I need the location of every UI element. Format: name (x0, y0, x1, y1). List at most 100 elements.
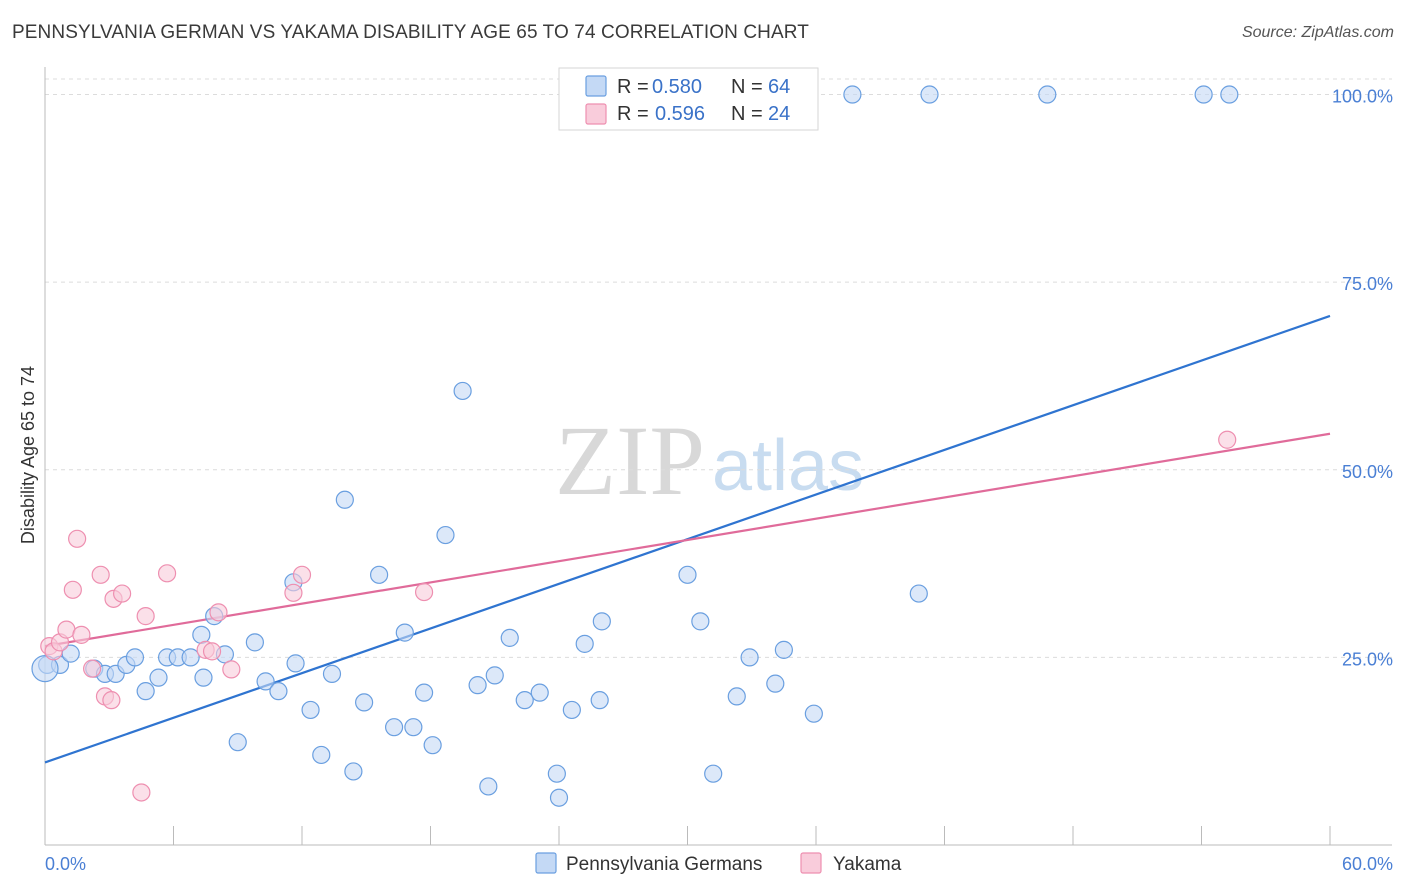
legend-r-value-2: 0.596 (655, 103, 705, 125)
pa-german-point-12 (181, 648, 200, 667)
y-tick-label-50: 50.0% (1342, 462, 1393, 482)
data-points (31, 85, 1239, 807)
yakama-point-22 (414, 582, 434, 602)
legend-n-label-1: N = (731, 76, 763, 98)
pa-german-point-57 (843, 85, 862, 104)
pa-german-point-63 (31, 655, 59, 683)
pa-german-point-32 (404, 718, 423, 737)
yakama-point-12 (112, 584, 132, 603)
pa-german-point-52 (727, 687, 746, 706)
yakama-point-6 (72, 625, 91, 644)
watermark-zip: ZIP (555, 405, 705, 516)
yakama-point-20 (284, 583, 303, 602)
pa-german-point-26 (335, 490, 354, 509)
x-tick-label-min: 0.0% (45, 854, 86, 874)
pa-german-point-50 (691, 612, 710, 631)
gridlines (45, 78, 1392, 658)
legend-swatch-blue (585, 75, 607, 97)
pa-german-point-14 (194, 668, 213, 687)
pa-german-point-56 (804, 704, 823, 723)
pa-german-point-53 (740, 648, 759, 667)
y-axis-label: Disability Age 65 to 74 (18, 366, 38, 544)
pa-german-point-44 (549, 788, 569, 807)
pa-german-point-58 (909, 584, 928, 603)
pa-german-point-41 (515, 691, 534, 710)
yakama-point-14 (132, 783, 151, 802)
yakama-point-23 (1218, 430, 1237, 449)
legend-swatch-pink (585, 103, 607, 125)
bottom-legend: Pennsylvania Germans Yakama (535, 852, 902, 875)
pa-german-point-36 (453, 381, 472, 401)
pa-german-point-30 (384, 718, 404, 737)
pa-german-point-37 (468, 676, 487, 695)
pa-german-point-22 (286, 654, 305, 673)
pa-german-point-59 (920, 85, 939, 104)
pa-german-point-55 (774, 640, 793, 659)
pa-german-point-29 (370, 565, 389, 584)
pa-german-point-27 (344, 762, 363, 781)
pa-german-point-31 (395, 623, 414, 642)
legend: R = 0.580 N = 64 R = 0.596 N = 24 (558, 67, 819, 131)
bottom-legend-swatch-blue (535, 852, 557, 874)
legend-r-label-2: R = (617, 103, 649, 125)
pa-german-point-28 (355, 693, 374, 712)
pa-german-point-46 (575, 634, 594, 653)
pa-german-point-19 (256, 672, 275, 691)
pa-german-point-33 (414, 683, 434, 702)
pa-german-point-40 (500, 628, 519, 647)
pa-german-point-17 (228, 733, 247, 752)
pa-german-point-51 (704, 764, 723, 783)
pa-german-point-62 (1220, 85, 1239, 104)
source-label: Source: ZipAtlas.com (1241, 24, 1394, 41)
pa-german-point-25 (322, 664, 342, 683)
trend-lines (44, 314, 1331, 764)
watermark-atlas: atlas (712, 426, 864, 506)
pa-german-point-39 (485, 666, 504, 685)
yakama-point-21 (292, 565, 312, 584)
pa-german-point-24 (312, 745, 331, 765)
chart-title: PENNSYLVANIA GERMAN VS YAKAMA DISABILITY… (12, 22, 809, 43)
legend-r-value-1: 0.580 (652, 76, 702, 98)
pa-german-point-20 (269, 682, 288, 701)
bottom-legend-label-2: Yakama (833, 854, 902, 875)
yakama-point-13 (136, 607, 155, 626)
legend-n-value-2: 24 (768, 103, 790, 125)
pa-german-point-13 (192, 625, 211, 644)
y-tick-label-100: 100.0% (1332, 87, 1393, 107)
yakama-point-10 (102, 691, 121, 710)
y-tick-label-25: 25.0% (1342, 649, 1393, 669)
pa-german-point-48 (592, 612, 611, 631)
yakama-point-15 (157, 564, 177, 583)
pa-german-point-8 (136, 682, 155, 701)
pa-german-point-18 (245, 633, 264, 652)
pa-german-point-61 (1194, 85, 1213, 104)
pa-german-point-49 (678, 565, 697, 584)
bottom-legend-label-1: Pennsylvania Germans (566, 854, 762, 875)
yakama-point-5 (68, 529, 87, 548)
trend-line-yakama (44, 432, 1331, 648)
bottom-legend-swatch-pink (800, 852, 822, 874)
x-tick-label-max: 60.0% (1342, 854, 1393, 874)
yakama-point-17 (202, 642, 222, 661)
yakama-point-18 (209, 603, 228, 622)
pa-german-point-54 (766, 674, 785, 693)
legend-n-label-2: N = (731, 103, 763, 125)
tick-labels: 25.0% 50.0% 75.0% 100.0% 0.0% 60.0% (45, 87, 1393, 874)
pa-german-point-7 (125, 648, 145, 667)
pa-german-point-23 (301, 700, 320, 720)
pa-german-point-43 (547, 764, 566, 783)
yakama-point-19 (222, 660, 241, 679)
pa-german-point-45 (562, 700, 581, 720)
legend-r-label-1: R = (617, 76, 649, 98)
pa-german-point-38 (479, 777, 498, 796)
yakama-point-7 (83, 659, 102, 678)
yakama-point-8 (91, 565, 110, 584)
y-tick-label-75: 75.0% (1342, 274, 1393, 294)
pa-german-point-47 (590, 691, 609, 710)
legend-n-value-1: 64 (768, 76, 790, 98)
pa-german-point-35 (436, 525, 455, 545)
axes (44, 67, 1392, 846)
pa-german-point-34 (423, 736, 442, 755)
pa-german-point-60 (1038, 85, 1057, 104)
